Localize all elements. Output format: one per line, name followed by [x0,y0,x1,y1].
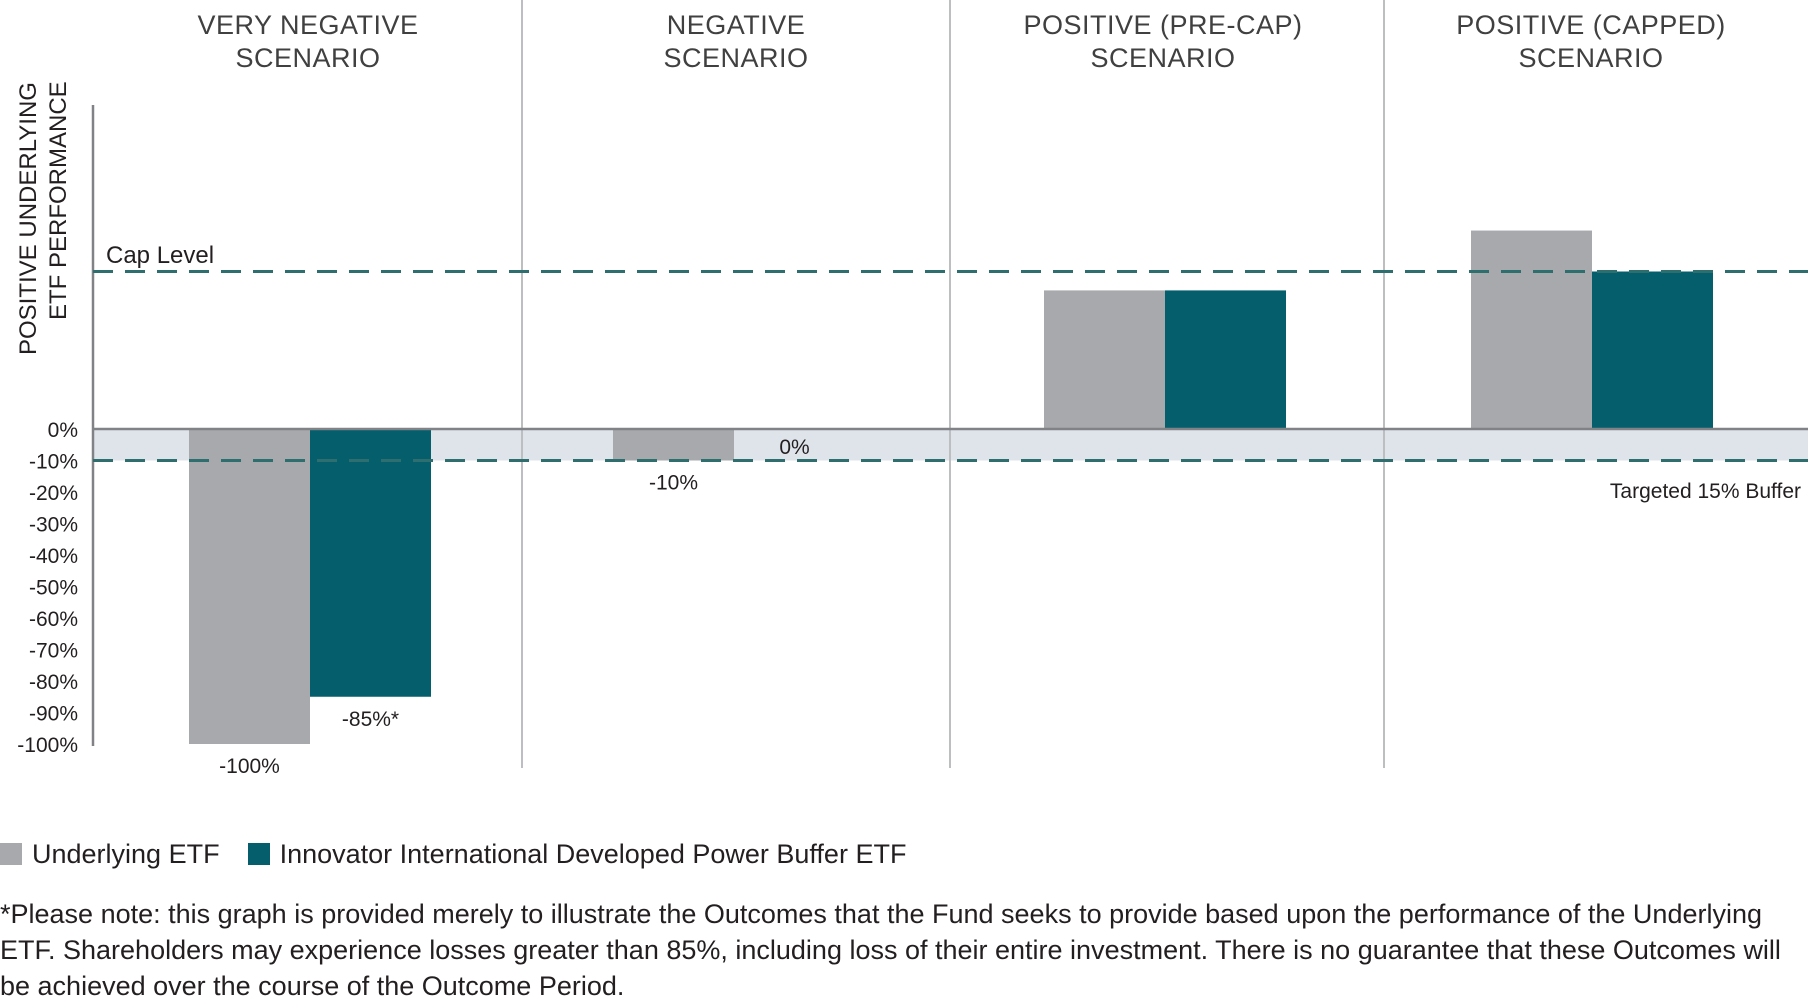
chart-legend: Underlying ETF Innovator International D… [0,836,934,872]
y-tick-label: -40% [29,545,78,568]
y-tick-label: -80% [29,671,78,694]
data-label: -100% [219,755,280,778]
data-label: -10% [649,472,698,495]
y-tick-label: -20% [29,482,78,505]
y-tick-label: -70% [29,640,78,663]
cap-level-label: Cap Level [106,242,214,269]
bar-underlying-scenario-4 [1471,230,1592,429]
bar-buffer-etf-scenario-1 [310,429,431,697]
scenario-title-2-line-2: SCENARIO [663,43,808,73]
footnote: *Please note: this graph is provided mer… [0,899,1781,1001]
legend-label-buffer-etf: Innovator International Developed Power … [279,838,907,869]
targeted-buffer-label: Targeted 15% Buffer [1610,480,1801,503]
scenario-title-1-line-2: SCENARIO [235,43,380,73]
legend-label-underlying: Underlying ETF [32,838,220,869]
scenario-title-2-line-1: NEGATIVE [667,10,806,40]
y-axis-label-line-1: POSITIVE UNDERLYING [15,82,42,355]
data-label: -85%* [342,708,399,731]
y-tick-label: -50% [29,577,78,600]
bar-underlying-scenario-2 [613,429,734,461]
scenario-title-1-line-1: VERY NEGATIVE [197,10,418,40]
y-tick-label: -30% [29,514,78,537]
buffer-outcome-chart: 0% -10% -20% -30% -40% -50% -60% -70% -80% -90% -1… [15,0,1808,778]
data-label: 0% [779,436,809,459]
y-tick-label: -60% [29,608,78,631]
y-tick-label: -10% [29,451,78,474]
bar-buffer-etf-scenario-4 [1592,271,1713,429]
y-tick-label: -100% [17,734,78,757]
scenario-title-4-line-1: POSITIVE (CAPPED) [1456,10,1726,40]
bar-underlying-scenario-1 [189,429,310,744]
scenario-title-3-line-2: SCENARIO [1090,43,1235,73]
legend-item-underlying: Underlying ETF [0,839,220,870]
legend-swatch-buffer-etf [247,843,270,865]
y-tick-label: -90% [29,703,78,726]
legend-swatch-underlying [0,843,22,865]
legend-item-buffer-etf: Innovator International Developed Power … [247,838,907,870]
bar-underlying-scenario-3 [1044,290,1165,429]
scenario-title-3-line-1: POSITIVE (PRE-CAP) [1023,10,1302,40]
bar-buffer-etf-scenario-3 [1165,290,1286,429]
y-tick-label: 0% [48,419,78,442]
scenario-title-4-line-2: SCENARIO [1518,43,1663,73]
y-axis-label-line-2: ETF PERFORMANCE [45,81,72,320]
